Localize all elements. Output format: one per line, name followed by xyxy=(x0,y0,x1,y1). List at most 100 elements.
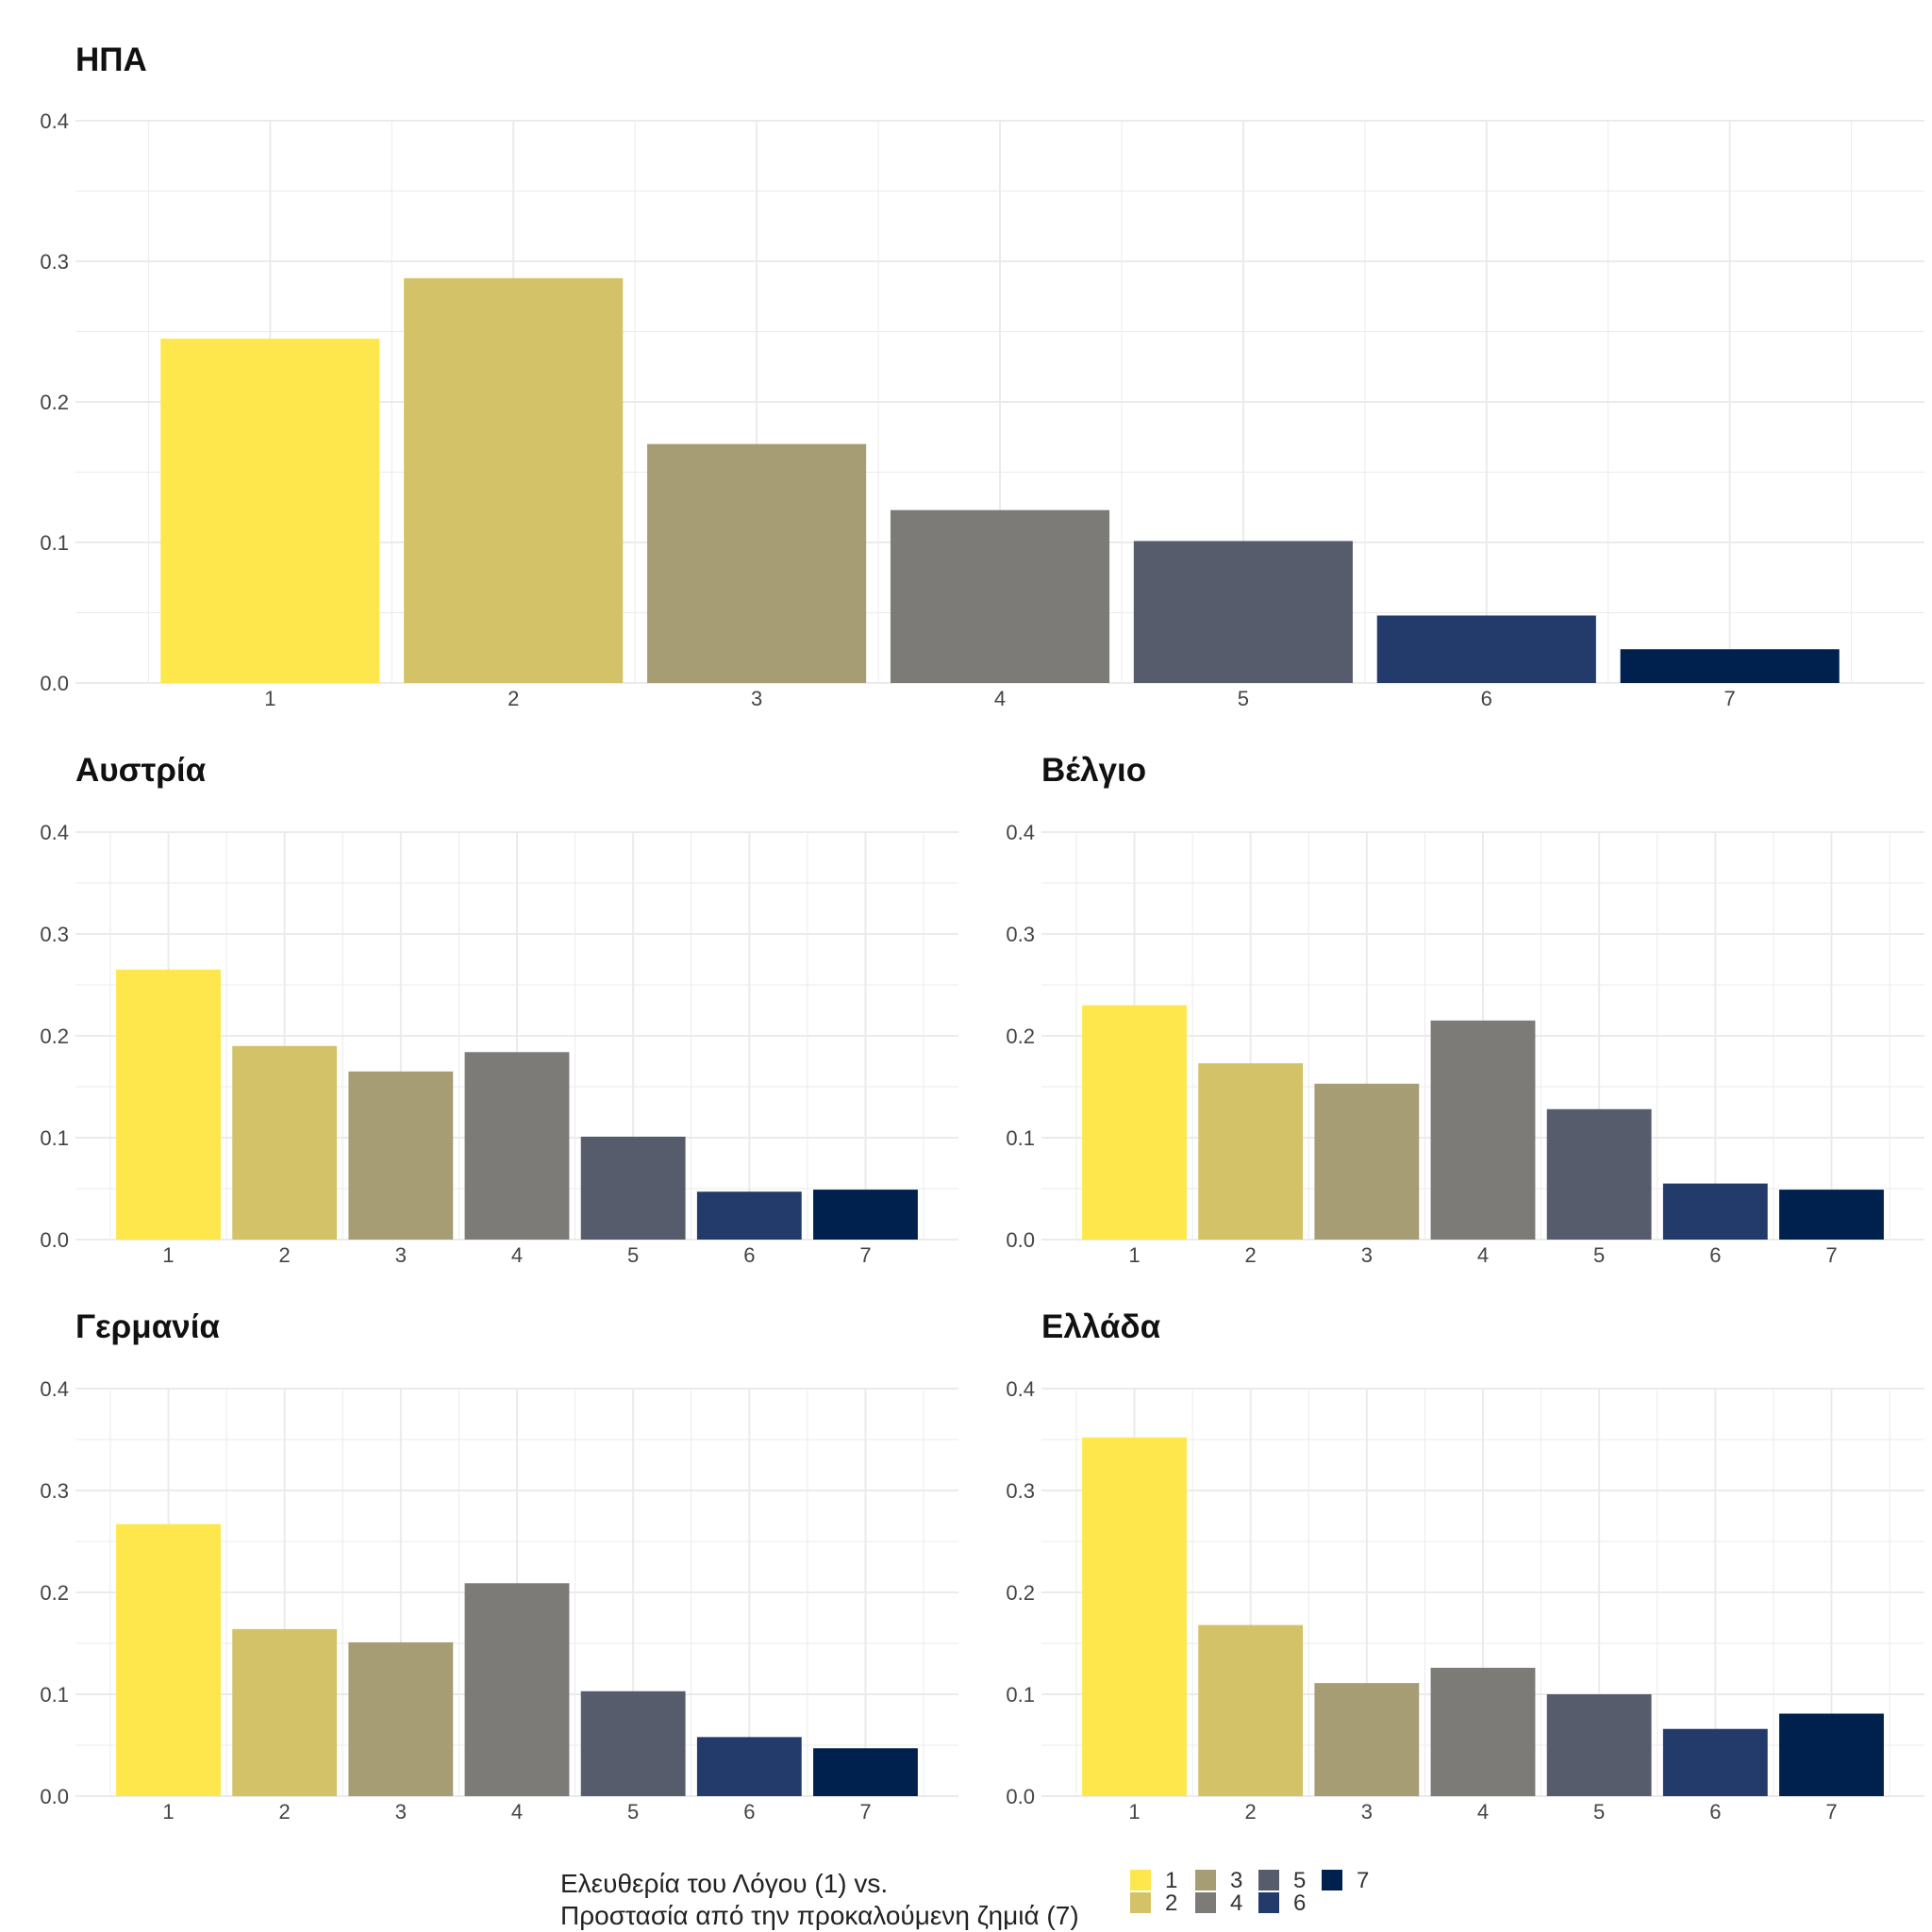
x-tick-label: 3 xyxy=(395,1243,407,1267)
bar-7 xyxy=(813,1748,918,1796)
x-tick-label: 5 xyxy=(1593,1800,1605,1824)
x-tick-label: 2 xyxy=(508,687,519,710)
x-tick-label: 2 xyxy=(1245,1800,1257,1824)
x-tick-label: 3 xyxy=(751,687,762,710)
bar-4 xyxy=(464,1052,570,1240)
x-tick-label: 3 xyxy=(1361,1800,1373,1824)
legend: Ελευθερία του Λόγου (1) vs. Προστασία απ… xyxy=(560,1868,1369,1930)
bar-1 xyxy=(160,338,380,683)
legend-key-2 xyxy=(1130,1892,1151,1913)
y-tick-label: 0.2 xyxy=(1006,1024,1035,1048)
bar-4 xyxy=(1430,1020,1536,1240)
bar-1 xyxy=(116,969,221,1240)
x-tick-label: 7 xyxy=(1825,1800,1837,1824)
legend-label: 7 xyxy=(1357,1868,1369,1893)
bar-7 xyxy=(1779,1713,1884,1796)
y-tick-label: 0.4 xyxy=(40,109,69,133)
bar-6 xyxy=(696,1737,802,1796)
chart-panel: Ελλάδα 0.0 0.1 0.2 0.3 0.4 1 2 3 4 5 6 7 xyxy=(1006,1308,1924,1824)
y-tick-label: 0.1 xyxy=(40,1683,69,1707)
bar-7 xyxy=(1779,1190,1884,1240)
bar-7 xyxy=(1620,649,1840,683)
panel-title: Γερμανία xyxy=(75,1308,220,1345)
y-tick-label: 0.4 xyxy=(1006,821,1035,844)
y-tick-label: 0.1 xyxy=(1006,1126,1035,1150)
x-tick-label: 1 xyxy=(1128,1800,1140,1824)
panel-title: Βέλγιο xyxy=(1041,752,1146,789)
chart-panel: Αυστρία 0.0 0.1 0.2 0.3 0.4 1 2 3 4 5 6 7 xyxy=(40,752,958,1267)
x-tick-label: 6 xyxy=(743,1800,755,1824)
legend-keys: 12 34 56 7 xyxy=(1130,1868,1369,1916)
legend-key-7 xyxy=(1322,1870,1342,1890)
bar-7 xyxy=(813,1190,918,1240)
panel-title: ΗΠΑ xyxy=(75,42,147,78)
y-tick-label: 0.0 xyxy=(1006,1228,1035,1252)
bar-5 xyxy=(1546,1108,1652,1240)
y-tick-label: 0.2 xyxy=(40,1581,69,1605)
bar-3 xyxy=(348,1641,454,1796)
legend-label: 6 xyxy=(1293,1890,1306,1916)
x-tick-label: 1 xyxy=(162,1800,174,1824)
x-tick-label: 5 xyxy=(627,1243,639,1267)
bar-1 xyxy=(1082,1437,1187,1796)
y-tick-label: 0.0 xyxy=(40,1228,69,1252)
x-tick-label: 7 xyxy=(1724,687,1736,710)
y-tick-label: 0.0 xyxy=(40,1785,69,1808)
legend-title-line2: Προστασία από την προκαλούμενη ζημιά (7) xyxy=(560,1901,1079,1930)
y-tick-label: 0.1 xyxy=(40,531,69,555)
chart-panel: ΗΠΑ 0.0 0.1 0.2 0.3 0.4 1 2 3 4 5 6 7 xyxy=(40,42,1924,710)
legend-key-6 xyxy=(1258,1892,1279,1913)
x-tick-label: 5 xyxy=(1593,1243,1605,1267)
x-tick-label: 2 xyxy=(279,1800,291,1824)
bar-5 xyxy=(580,1136,686,1240)
y-tick-label: 0.2 xyxy=(40,391,69,414)
bar-5 xyxy=(1133,541,1353,683)
bar-6 xyxy=(1662,1183,1768,1240)
x-tick-label: 1 xyxy=(162,1243,174,1267)
bar-2 xyxy=(1198,1624,1304,1796)
legend-key-3 xyxy=(1195,1870,1216,1890)
bar-1 xyxy=(1082,1005,1187,1240)
x-tick-label: 3 xyxy=(1361,1243,1373,1267)
y-tick-label: 0.1 xyxy=(1006,1683,1035,1707)
y-tick-label: 0.3 xyxy=(1006,923,1035,946)
y-tick-label: 0.0 xyxy=(40,672,69,695)
x-tick-label: 6 xyxy=(743,1243,755,1267)
x-tick-label: 3 xyxy=(395,1800,407,1824)
x-tick-label: 4 xyxy=(1477,1243,1489,1267)
bar-2 xyxy=(232,1628,338,1796)
x-tick-label: 1 xyxy=(264,687,275,710)
bar-6 xyxy=(1376,615,1596,683)
bar-5 xyxy=(580,1690,686,1796)
bar-2 xyxy=(1198,1063,1304,1240)
chart-panel: Γερμανία 0.0 0.1 0.2 0.3 0.4 1 2 3 4 5 6 7 xyxy=(40,1308,958,1824)
x-tick-label: 6 xyxy=(1709,1800,1721,1824)
x-tick-label: 4 xyxy=(1477,1800,1489,1824)
y-tick-label: 0.3 xyxy=(40,1479,69,1503)
bar-5 xyxy=(1546,1694,1652,1796)
bar-2 xyxy=(404,277,624,683)
y-tick-label: 0.2 xyxy=(40,1024,69,1048)
bar-3 xyxy=(1314,1083,1420,1240)
x-tick-label: 4 xyxy=(511,1800,523,1824)
bar-1 xyxy=(116,1524,221,1796)
panel-title: Ελλάδα xyxy=(1041,1308,1161,1345)
x-tick-label: 7 xyxy=(859,1243,871,1267)
y-tick-label: 0.3 xyxy=(1006,1479,1035,1503)
x-tick-label: 2 xyxy=(279,1243,291,1267)
bar-3 xyxy=(1314,1683,1420,1796)
bar-3 xyxy=(647,443,867,683)
y-tick-label: 0.3 xyxy=(40,250,69,274)
y-tick-label: 0.3 xyxy=(40,923,69,946)
x-tick-label: 4 xyxy=(994,687,1006,710)
y-tick-label: 0.4 xyxy=(1006,1377,1035,1401)
bar-6 xyxy=(1662,1728,1768,1796)
legend-title-line1: Ελευθερία του Λόγου (1) vs. xyxy=(560,1869,888,1898)
panels: ΗΠΑ 0.0 0.1 0.2 0.3 0.4 1 2 3 4 5 6 7 Αυστρία 0.0 0.1 0.… xyxy=(40,42,1924,1824)
legend-key-5 xyxy=(1258,1870,1279,1890)
x-tick-label: 1 xyxy=(1128,1243,1140,1267)
x-tick-label: 2 xyxy=(1245,1243,1257,1267)
bar-4 xyxy=(464,1583,570,1796)
panel-title: Αυστρία xyxy=(75,752,207,789)
y-tick-label: 0.0 xyxy=(1006,1785,1035,1808)
